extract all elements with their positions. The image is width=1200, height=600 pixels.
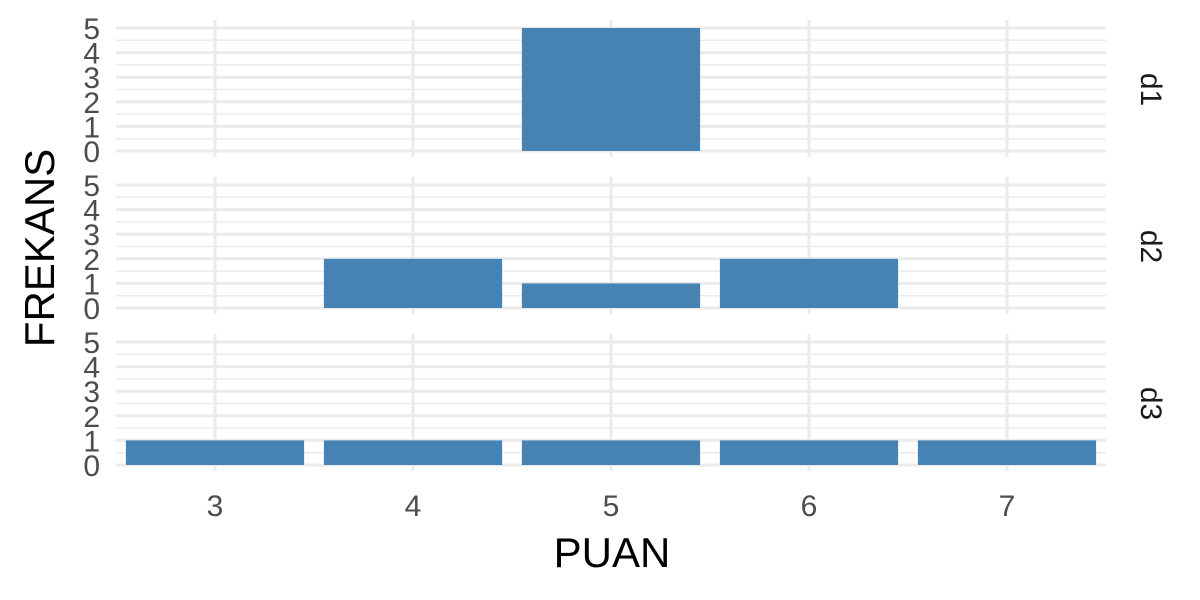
bar-d3-6 (719, 440, 899, 465)
bar-d2-6 (719, 258, 899, 308)
y-tick-label: 2 (83, 244, 100, 277)
y-axis-title: FREKANS (16, 149, 63, 347)
y-tick-label: 2 (83, 87, 100, 120)
y-tick-label: 0 (83, 450, 100, 483)
y-tick-label: 0 (83, 293, 100, 326)
facet-strip-label-d2: d2 (1134, 230, 1167, 263)
y-tick-label: 4 (83, 38, 100, 71)
y-tick-label: 3 (83, 62, 100, 95)
y-tick-label: 4 (83, 352, 100, 385)
y-tick-label: 4 (83, 195, 100, 228)
facet-strip-label-d3: d3 (1134, 387, 1167, 420)
x-tick-label: 3 (207, 490, 224, 523)
y-tick-label: 0 (83, 136, 100, 169)
y-tick-label: 2 (83, 401, 100, 434)
bar-d2-4 (323, 258, 503, 308)
y-tick-label: 5 (83, 327, 100, 360)
y-tick-label: 1 (83, 111, 100, 144)
y-tick-label: 5 (83, 170, 100, 203)
x-tick-label: 7 (999, 490, 1016, 523)
facet-strip-label-d1: d1 (1134, 73, 1167, 106)
x-tick-label: 6 (801, 490, 818, 523)
x-axis-title: PUAN (554, 529, 671, 576)
y-tick-label: 3 (83, 376, 100, 409)
bar-d3-5 (521, 440, 701, 465)
bar-d3-3 (125, 440, 305, 465)
y-tick-label: 1 (83, 268, 100, 301)
x-tick-label: 5 (603, 490, 620, 523)
bar-d3-4 (323, 440, 503, 465)
y-tick-label: 5 (83, 13, 100, 46)
x-tick-label: 4 (405, 490, 422, 523)
y-tick-label: 3 (83, 219, 100, 252)
bar-d3-7 (917, 440, 1097, 465)
bar-d2-5 (521, 283, 701, 308)
x-axis-ticks: 3 4 5 6 7 (207, 490, 1016, 523)
bar-d1-5 (521, 28, 701, 151)
y-tick-label: 1 (83, 425, 100, 458)
